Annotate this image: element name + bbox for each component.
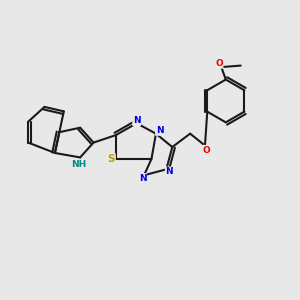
Text: NH: NH [71,160,86,169]
Text: O: O [202,146,210,154]
Text: N: N [139,174,146,183]
Text: N: N [133,116,140,125]
Text: S: S [108,154,115,164]
Text: N: N [156,126,163,135]
Text: O: O [215,59,223,68]
Text: N: N [166,167,173,176]
